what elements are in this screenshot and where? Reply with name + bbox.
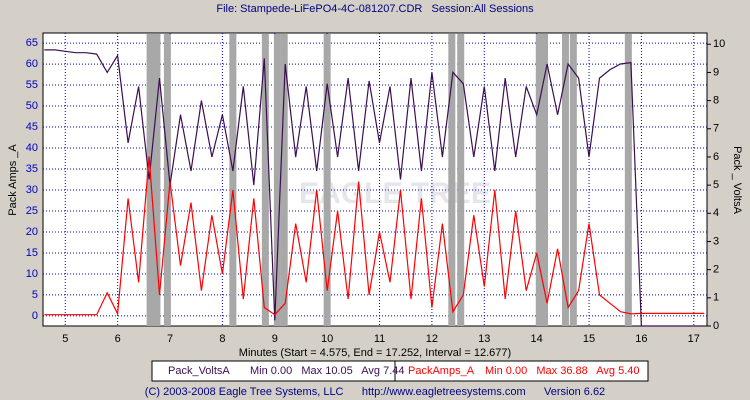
y-tick-label: 55 [26, 79, 38, 91]
y2-axis-label: Pack _ VoltsA [731, 146, 743, 215]
x-tick-label: 8 [219, 333, 225, 345]
session-marker [561, 34, 569, 326]
plot-layer: 5 6 7 8 9 10 11 12 13 14 15 16 170510152025303540455… [26, 33, 725, 345]
session-marker [457, 34, 465, 326]
session-marker [229, 34, 237, 326]
x-tick-label: 7 [167, 333, 173, 345]
session-marker [323, 34, 331, 326]
x-tick-label: 16 [635, 333, 647, 345]
y-tick-label: 40 [26, 142, 38, 154]
legend [151, 360, 649, 382]
x-tick-label: 10 [321, 333, 333, 345]
y2-tick-label: 10 [713, 38, 725, 50]
series-line [44, 49, 705, 327]
y-tick-label: 20 [26, 226, 38, 238]
legend-entry: Pack_VoltsA [168, 365, 230, 377]
legend-stats: Min 0.00 Max 10.05 Avg 7.44 [250, 365, 405, 377]
x-tick-label: 15 [583, 333, 595, 345]
y2-tick-label: 1 [713, 292, 719, 304]
y-tick-label: 25 [26, 205, 38, 217]
x-tick-label: 13 [478, 333, 490, 345]
y-tick-label: 30 [26, 184, 38, 196]
session-marker [273, 34, 281, 326]
y2-tick-label: 0 [713, 320, 719, 332]
y-axis-label: Pack Amps _A [7, 144, 19, 216]
x-tick-label: 11 [374, 333, 385, 345]
x-tick-label: 14 [531, 333, 543, 345]
y2-tick-label: 8 [713, 95, 719, 107]
x-tick-label: 17 [688, 333, 700, 345]
y2-tick-label: 5 [713, 179, 719, 191]
y-tick-label: 35 [26, 163, 38, 175]
session-marker [569, 34, 577, 326]
session-marker [624, 34, 632, 326]
y-tick-label: 0 [32, 310, 38, 322]
session-marker [280, 34, 288, 326]
y-tick-label: 5 [32, 289, 38, 301]
session-marker [153, 34, 161, 326]
session-marker [163, 34, 171, 326]
y-tick-label: 15 [26, 247, 38, 259]
y2-tick-label: 2 [713, 264, 719, 276]
y2-tick-label: 6 [713, 151, 719, 163]
x-tick-label: 5 [62, 333, 68, 345]
legend-entry: PackAmps_A [408, 365, 475, 377]
x-tick-label: 6 [115, 333, 121, 345]
session-marker [448, 34, 456, 326]
y2-tick-label: 9 [713, 66, 719, 78]
session-marker [541, 34, 549, 326]
session-marker [146, 34, 154, 326]
y-tick-label: 60 [26, 58, 38, 70]
y2-tick-label: 7 [713, 123, 719, 135]
y2-tick-label: 4 [713, 207, 719, 219]
x-tick-label: 9 [272, 333, 278, 345]
footer: (C) 2003-2008 Eagle Tree Systems, LLC ht… [145, 386, 605, 398]
y2-tick-label: 3 [713, 235, 719, 247]
y-tick-label: 50 [26, 100, 38, 112]
series-line [44, 156, 705, 316]
y-tick-label: 65 [26, 37, 38, 49]
y-tick-label: 45 [26, 121, 38, 133]
session-marker [261, 34, 269, 326]
chart-title: File: Stampede-LiFePO4-4C-081207.CDR Ses… [216, 3, 534, 15]
x-axis-label: Minutes (Start = 4.575, End = 17.252, In… [239, 347, 511, 359]
session-marker [535, 34, 543, 326]
x-tick-label: 12 [426, 333, 438, 345]
y-tick-label: 10 [26, 268, 38, 280]
legend-stats: Min 0.00 Max 36.88 Avg 5.40 [485, 365, 640, 377]
